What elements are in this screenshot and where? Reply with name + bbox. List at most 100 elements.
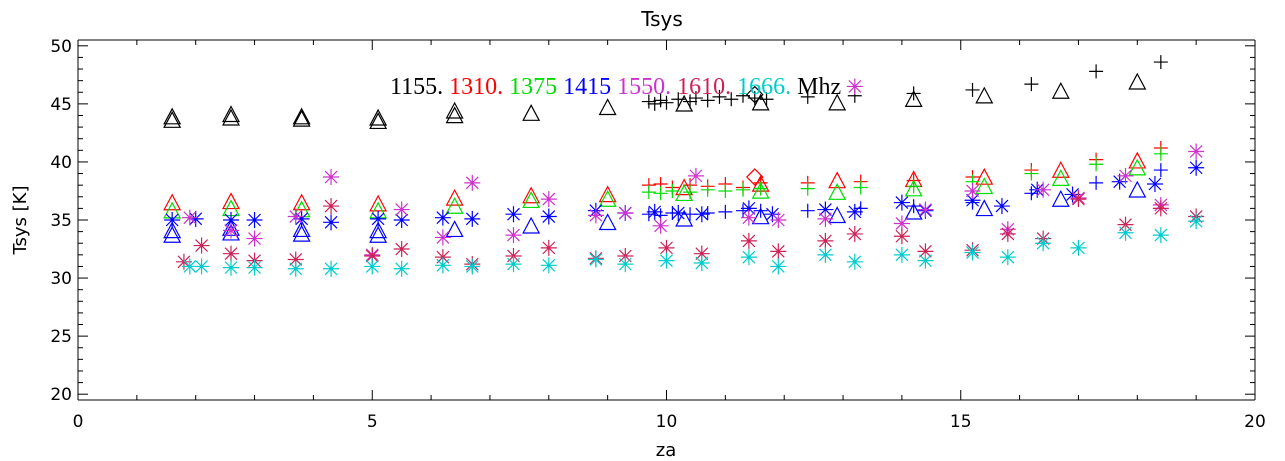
- data-point: [434, 229, 451, 246]
- data-point: [893, 215, 910, 232]
- data-point: [181, 258, 198, 275]
- data-point: [369, 112, 388, 130]
- data-point: [445, 220, 464, 238]
- data-point: [800, 203, 815, 218]
- y-tick-label: 35: [50, 211, 72, 231]
- axis-ticks: [77, 40, 1256, 400]
- data-point: [393, 260, 410, 277]
- data-point: [671, 92, 686, 107]
- data-point: [753, 181, 768, 196]
- data-point: [653, 186, 668, 201]
- data-point: [646, 203, 663, 220]
- data-point: [505, 206, 522, 223]
- data-point: [445, 101, 464, 119]
- data-point: [323, 198, 340, 215]
- legend-entry: 1375: [509, 74, 563, 100]
- data-point: [740, 232, 757, 249]
- data-point: [1051, 160, 1070, 178]
- data-point: [287, 251, 304, 268]
- data-point: [323, 260, 340, 277]
- data-point: [293, 210, 310, 227]
- data-point: [464, 258, 481, 275]
- data-point: [598, 213, 617, 231]
- data-point: [434, 209, 451, 226]
- data-point: [904, 202, 923, 220]
- data-point: [687, 167, 704, 184]
- data-point: [587, 251, 604, 268]
- data-point: [683, 185, 698, 200]
- data-point: [718, 204, 733, 219]
- data-point: [1064, 186, 1081, 203]
- data-point: [641, 185, 656, 200]
- data-point: [617, 256, 634, 273]
- data-point: [175, 253, 192, 270]
- legend-entry: 1666.: [737, 74, 797, 100]
- data-point: [975, 177, 994, 195]
- data-point: [370, 210, 387, 227]
- series-1666: [181, 213, 1205, 277]
- data-point: [223, 212, 240, 228]
- data-point: [736, 182, 751, 197]
- x-tick-label: 20: [1244, 412, 1266, 432]
- data-point: [675, 184, 694, 202]
- data-point: [740, 249, 757, 266]
- data-point: [1089, 64, 1104, 79]
- data-point: [393, 241, 410, 258]
- data-point: [817, 246, 834, 263]
- data-point: [641, 207, 656, 222]
- data-point: [1117, 224, 1134, 241]
- data-point: [999, 249, 1016, 266]
- data-point: [700, 182, 715, 197]
- chart-title: Tsys: [640, 7, 683, 31]
- y-tick-label: 45: [50, 95, 72, 115]
- data-point: [1024, 186, 1039, 201]
- x-tick-label: 5: [367, 412, 378, 432]
- data-point: [659, 95, 674, 110]
- y-tick-label: 50: [50, 37, 72, 57]
- data-point: [287, 208, 304, 225]
- x-tick-label: 10: [656, 412, 678, 432]
- data-point: [222, 223, 241, 241]
- x-axis-label: za: [656, 440, 676, 461]
- data-point: [964, 244, 981, 261]
- data-point: [906, 179, 921, 194]
- data-point: [522, 216, 541, 234]
- data-point: [975, 86, 994, 104]
- data-point: [369, 221, 388, 239]
- y-tick-label: 25: [50, 327, 72, 347]
- legend-entry: 1155.: [390, 74, 449, 100]
- data-point: [1035, 235, 1052, 252]
- data-point: [222, 192, 241, 210]
- data-point: [246, 259, 263, 276]
- data-point: [163, 193, 182, 211]
- data-point: [751, 93, 770, 111]
- data-point: [893, 228, 910, 245]
- data-point: [975, 199, 994, 217]
- data-point: [1152, 200, 1169, 217]
- series-1550: [181, 78, 1205, 263]
- data-point: [700, 93, 715, 108]
- data-point: [693, 254, 710, 271]
- data-point: [587, 207, 604, 224]
- data-point: [670, 205, 687, 222]
- data-point: [292, 224, 311, 242]
- data-point: [292, 109, 311, 127]
- data-point: [598, 98, 617, 116]
- data-point: [464, 174, 481, 191]
- data-point: [675, 94, 694, 112]
- data-point: [1152, 227, 1169, 244]
- data-point: [434, 249, 451, 266]
- data-point: [751, 181, 770, 199]
- data-point: [1089, 157, 1104, 172]
- data-point: [323, 214, 340, 231]
- data-point: [658, 252, 675, 269]
- data-point: [617, 205, 634, 222]
- legend: 1155. 1310. 1375 1415 1550. 1610. 1666. …: [390, 74, 841, 100]
- data-point: [522, 191, 541, 209]
- data-point: [223, 259, 240, 276]
- data-point: [163, 107, 182, 125]
- data-point: [445, 106, 464, 124]
- data-point: [745, 168, 764, 186]
- data-point: [917, 252, 934, 269]
